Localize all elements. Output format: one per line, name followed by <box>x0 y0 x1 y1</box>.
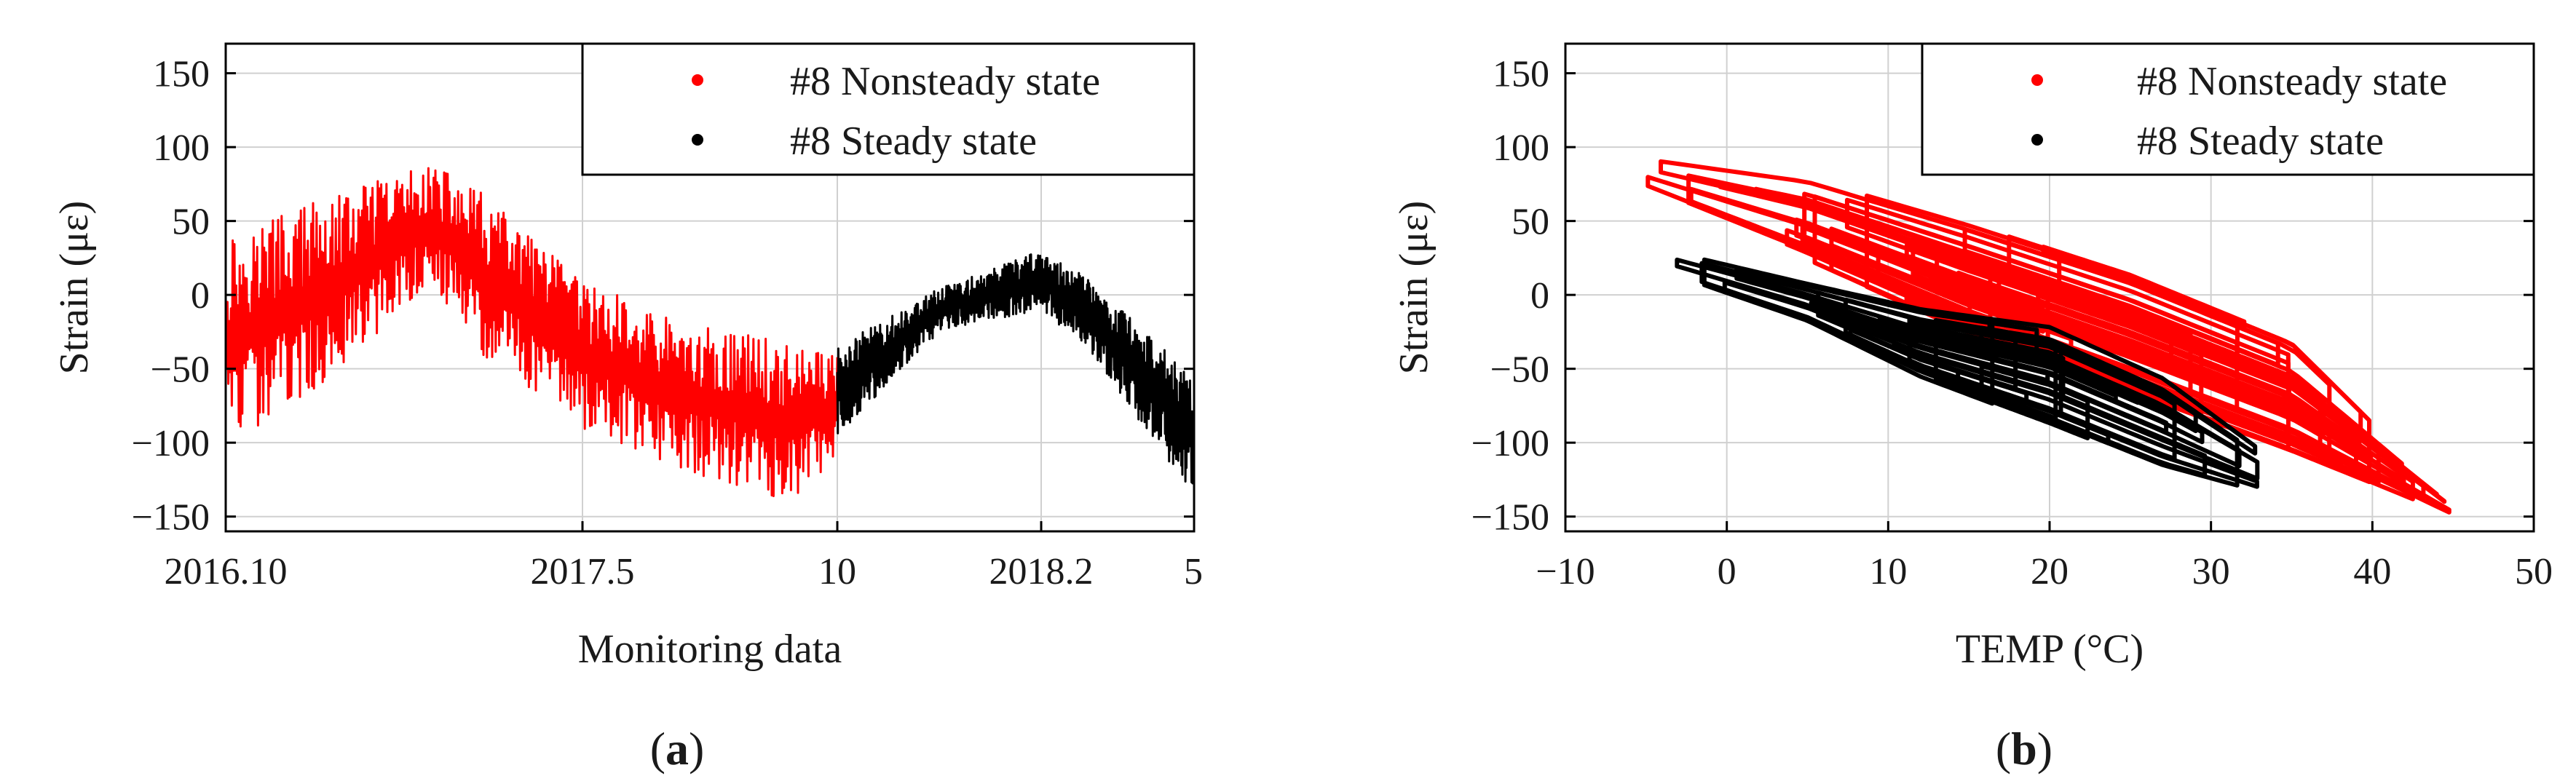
panel-a-x-tick-label: 5 <box>1184 551 1203 592</box>
panel-a-legend-box <box>581 42 1196 176</box>
panel-b-x-tick-label: 30 <box>2192 551 2230 592</box>
panel-a-legend-marker-nonsteady <box>692 74 703 86</box>
panel-a-chart: −150 −100 −50 0 50 100 150 2016.10 2017.5 10 2018.… <box>52 42 1203 774</box>
panel-a-series <box>224 167 1196 497</box>
panel-b-series-nonsteady-loop <box>1718 183 2439 498</box>
panel-b-series <box>1645 159 2451 515</box>
panel-b-y-axis-label: Strain (με) <box>1391 201 1437 375</box>
panel-b-legend: #8 Nonsteady state #8 Steady state <box>1921 42 2535 176</box>
panel-a-y-tick-label: 50 <box>172 202 210 243</box>
panel-a-label: (a) <box>650 723 705 774</box>
panel-b-y-tick-label: −100 <box>1471 423 1549 464</box>
panel-a-x-tick-label: 2018.2 <box>989 551 1094 592</box>
panel-b-legend-label-steady: #8 Steady state <box>2137 119 2384 164</box>
panel-a-legend-label-steady: #8 Steady state <box>790 119 1037 164</box>
panel-b-x-axis-label: TEMP (°C) <box>1956 627 2144 672</box>
panel-b-x-tick-label: 40 <box>2353 551 2391 592</box>
panel-a-series-nonsteady <box>224 167 839 497</box>
panel-a-legend-label-nonsteady: #8 Nonsteady state <box>790 59 1100 104</box>
panel-b-series-steady-loop <box>1702 257 1995 406</box>
panel-b-y-tick-label: 0 <box>1530 275 1549 317</box>
panel-a-y-tick-label: −150 <box>132 497 210 539</box>
panel-b-legend-marker-steady <box>2031 134 2043 146</box>
panel-a-y-tick-label: 100 <box>153 127 210 169</box>
panel-b-x-tick-label: 0 <box>1718 551 1737 592</box>
panel-a-series-steady <box>836 253 1196 485</box>
panel-b-y-tick-label: 100 <box>1493 127 1549 169</box>
panel-a-x-tick-label: 10 <box>818 551 856 592</box>
panel-b-legend-box <box>1921 42 2535 176</box>
panel-b-series-steady-loop <box>1816 290 2018 391</box>
panel-a-legend-marker-steady <box>692 134 703 146</box>
panel-b-series-steady-loop <box>1987 317 2258 456</box>
panel-a-letter: a <box>665 723 689 774</box>
panel-b-series-nonsteady-loop <box>2021 301 2374 463</box>
panel-a-y-axis-label: Strain (με) <box>52 201 97 375</box>
panel-a-y-tick-label: −50 <box>151 349 210 391</box>
panel-a-y-tick-label: 150 <box>153 54 210 95</box>
panel-b-legend-marker-nonsteady <box>2031 74 2043 86</box>
panel-b-series-steady-loop <box>1675 257 2242 469</box>
panel-b-series-nonsteady-loop <box>2007 234 2240 365</box>
panel-a-x-axis-label: Monitoring data <box>578 627 842 672</box>
panel-b-letter: b <box>2011 723 2037 774</box>
panel-b-x-tick-label: 20 <box>2031 551 2069 592</box>
panel-b-y-tick-label: 50 <box>1512 202 1549 243</box>
panel-b-x-tick-label: 50 <box>2515 551 2553 592</box>
panel-a-x-tick-label: 2016.10 <box>165 551 288 592</box>
panel-b-x-tick-label: −10 <box>1536 551 1595 592</box>
panel-b-series-steady-loop <box>1979 325 2198 434</box>
panel-a-y-tick-label: −100 <box>132 423 210 464</box>
panel-b-label: (b) <box>1996 723 2052 774</box>
panel-a-x-tick-label: 2017.5 <box>531 551 635 592</box>
panel-a-y-tick-label: 0 <box>191 275 210 317</box>
panel-b-y-tick-label: −50 <box>1490 349 1549 391</box>
panel-a-legend: #8 Nonsteady state #8 Steady state <box>581 42 1196 176</box>
panel-b-legend-label-nonsteady: #8 Nonsteady state <box>2137 59 2447 104</box>
panel-b-x-tick-label: 10 <box>1869 551 1907 592</box>
panel-b-series-steady-loop <box>1722 280 2208 477</box>
panel-a-ticks: −150 −100 −50 0 50 100 150 2016.10 2017.5 10 2018.… <box>132 54 1203 592</box>
panel-b-y-tick-label: −150 <box>1471 497 1549 539</box>
panel-b-y-tick-label: 150 <box>1493 54 1549 95</box>
